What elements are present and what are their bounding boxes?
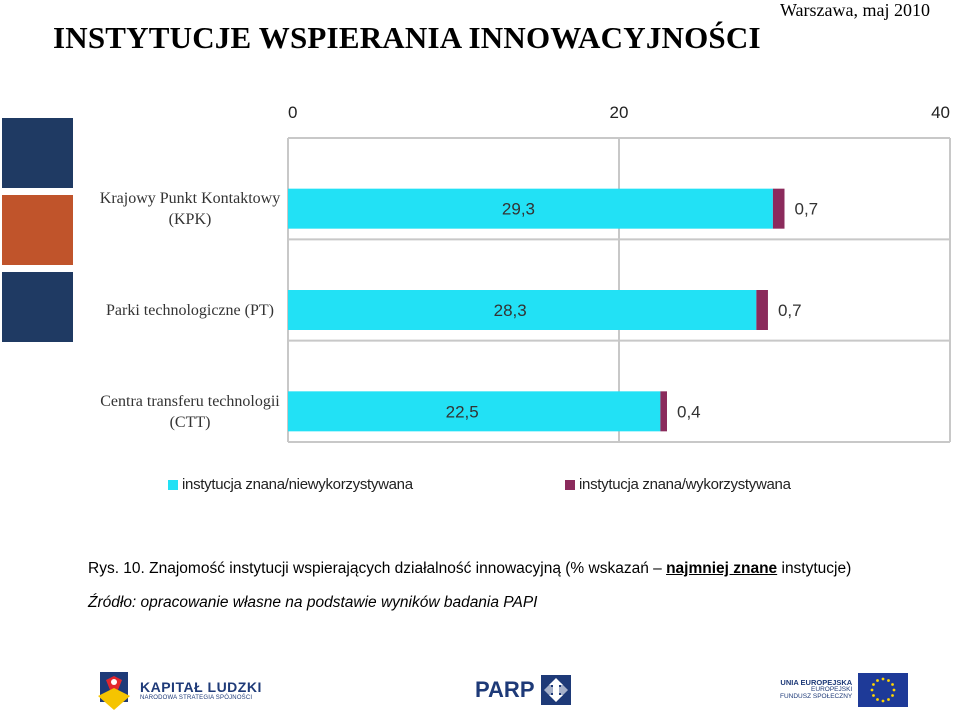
x-tick-label: 40	[931, 103, 950, 122]
page-title: INSTYTUCJE WSPIERANIA INNOWACYJNOŚCI	[53, 20, 761, 55]
caption-emphasis: najmniej znane	[666, 560, 778, 577]
legend-item-used: instytucja znana/wykorzystywana	[565, 476, 791, 493]
kapital-ludzki-logo: KAPITAŁ LUDZKI NARODOWA STRATEGIA SPÓJNO…	[92, 665, 262, 715]
category-label: Krajowy Punkt Kontaktowy	[100, 190, 280, 207]
figure-caption: Rys. 10. Znajomość instytucji wspierając…	[88, 560, 851, 578]
bar-segment	[288, 290, 757, 330]
data-label: 0,4	[677, 402, 701, 421]
legend-label-unused: instytucja znana/niewykorzystywana	[182, 476, 413, 493]
bar-segment	[288, 188, 773, 229]
data-label: 28,3	[494, 301, 527, 320]
category-label: (CTT)	[170, 414, 211, 431]
data-label: 29,3	[502, 200, 535, 219]
side-block-navy-bottom	[2, 272, 73, 342]
eu-line1: UNIA EUROPEJSKA	[780, 678, 853, 688]
bar-segment	[660, 391, 667, 432]
eu-line3: FUNDUSZ SPOŁECZNY	[780, 692, 853, 700]
data-label: 0,7	[795, 200, 819, 219]
category-label: Centra transferu technologii	[100, 393, 280, 410]
side-block-orange	[2, 195, 73, 265]
x-tick-label: 20	[610, 103, 629, 122]
category-label: (KPK)	[169, 211, 212, 228]
bar-segment	[288, 391, 661, 432]
kapital-ludzki-emblem-icon	[98, 672, 130, 710]
bar-segment	[756, 290, 768, 330]
x-tick-label: 0	[288, 103, 297, 122]
bar-segment	[772, 188, 785, 229]
parp-logo: PARP	[475, 665, 573, 715]
data-label: 0,7	[778, 301, 802, 320]
eu-flag-icon	[858, 673, 909, 707]
caption-suffix: instytucje)	[777, 560, 852, 577]
source-note: Źródło: opracowanie własne na podstawie …	[88, 594, 538, 611]
legend-swatch-used	[565, 479, 575, 490]
legend-swatch-unused	[168, 479, 178, 490]
data-label: 22,5	[446, 402, 479, 421]
kl-subtitle: NARODOWA STRATEGIA SPÓJNOŚCI	[140, 695, 253, 701]
caption-prefix: Rys. 10. Znajomość instytucji wspierając…	[88, 560, 667, 577]
side-block-navy-top	[2, 118, 73, 188]
bar-chart: 0 20 40 Krajowy Punkt Kontaktowy (KPK) 29,3 0,…	[100, 103, 951, 443]
eu-logo: UNIA EUROPEJSKA EUROPEJSKI FUNDUSZ SPOŁE…	[780, 665, 909, 715]
date-text: Warszawa, maj 2010	[780, 0, 930, 20]
legend-label-used: instytucja znana/wykorzystywana	[579, 476, 791, 493]
legend-item-unused: instytucja znana/niewykorzystywana	[168, 476, 413, 493]
kl-title: KAPITAŁ LUDZKI	[140, 679, 262, 695]
parp-arrows-icon	[540, 675, 571, 705]
category-label: Parki technologiczne (PT)	[106, 302, 274, 319]
parp-text: PARP	[475, 677, 535, 702]
eu-line2: EUROPEJSKI	[811, 686, 853, 694]
